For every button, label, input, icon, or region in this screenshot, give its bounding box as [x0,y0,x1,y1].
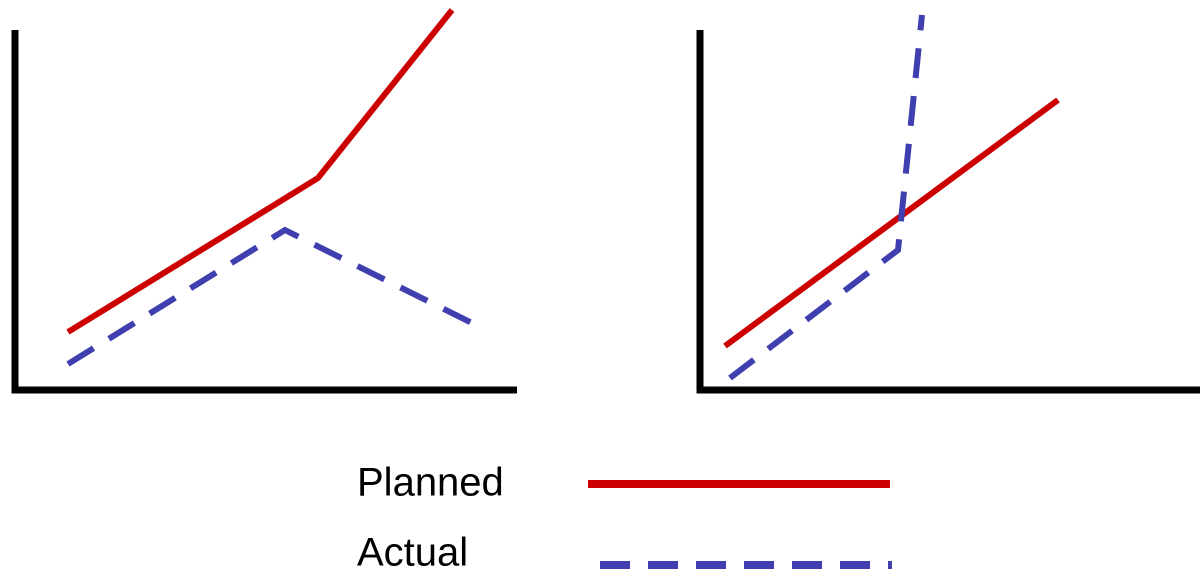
axes [11,30,517,394]
legend-label: Planned [357,461,504,505]
axes [696,30,1200,394]
left-chart [11,8,517,394]
legend: Planned Actual [357,461,892,575]
planned-line [66,8,455,335]
legend-label: Actual [357,531,468,575]
actual-line [66,226,480,367]
right-chart [696,14,1200,394]
actual-line [728,14,925,381]
planned-line [723,97,1060,349]
